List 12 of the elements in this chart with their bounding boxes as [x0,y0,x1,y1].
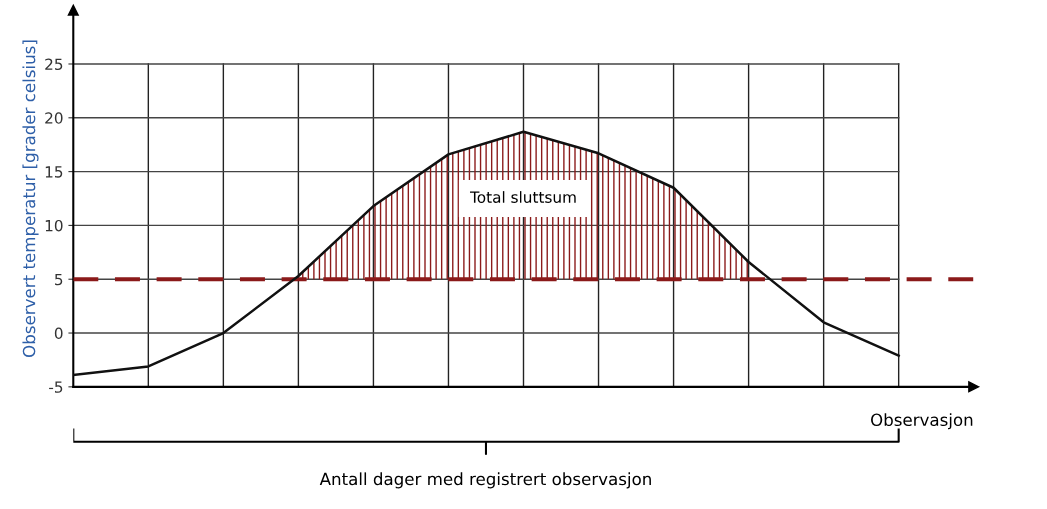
line-series [73,130,900,377]
annotation: Total sluttsum [469,191,576,203]
x-axis-title: Observasjon [871,413,973,430]
y-tick-label: 25 [45,58,63,71]
y-tick-label: 10 [45,219,63,232]
y-tick-label: 5 [55,273,63,286]
y-tick-label: 0 [54,327,63,340]
y-tick-label: -5 [49,381,63,393]
y-axis-title: Observert temperatur [grader celsius] [22,40,39,357]
y-tick-label: 15 [45,166,63,178]
y-tick-label: 20 [45,112,63,124]
text: Antall dager med registrert observasjon [319,472,651,489]
